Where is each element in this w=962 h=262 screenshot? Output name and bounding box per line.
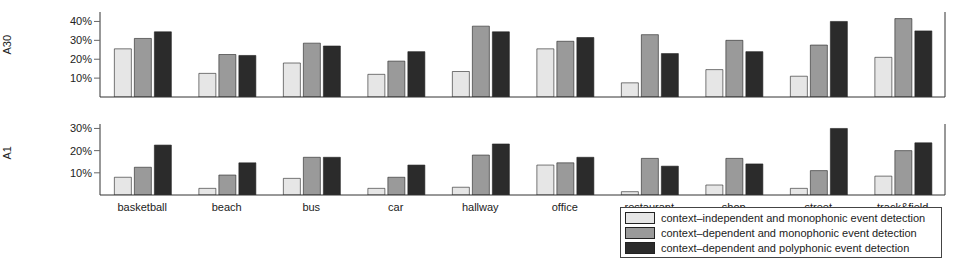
svg-text:40%: 40% <box>70 15 92 27</box>
svg-text:hallway: hallway <box>462 201 499 213</box>
html-text:context–dependent and polyphon: context–dependent and polyphonic event d… <box>661 241 910 254</box>
svg-text:basketball: basketball <box>117 201 167 213</box>
svg-text:30%: 30% <box>70 34 92 46</box>
svg-text:car: car <box>388 201 404 213</box>
svg-text:30%: 30% <box>70 122 92 134</box>
svg-text:office: office <box>552 201 578 213</box>
svg-text:A30: A30 <box>8 35 13 55</box>
svg-text:20%: 20% <box>70 145 92 157</box>
svg-text:A1: A1 <box>8 146 13 159</box>
svg-text:10%: 10% <box>70 72 92 84</box>
svg-text:20%: 20% <box>70 53 92 65</box>
html-text:context–dependent and monophon: context–dependent and monophonic event d… <box>661 226 917 239</box>
svg-text:beach: beach <box>212 201 242 213</box>
html-text:context–independent and monoph: context–independent and monophonic event… <box>661 211 926 224</box>
svg-text:10%: 10% <box>70 167 92 179</box>
svg-text:bus: bus <box>302 201 320 213</box>
